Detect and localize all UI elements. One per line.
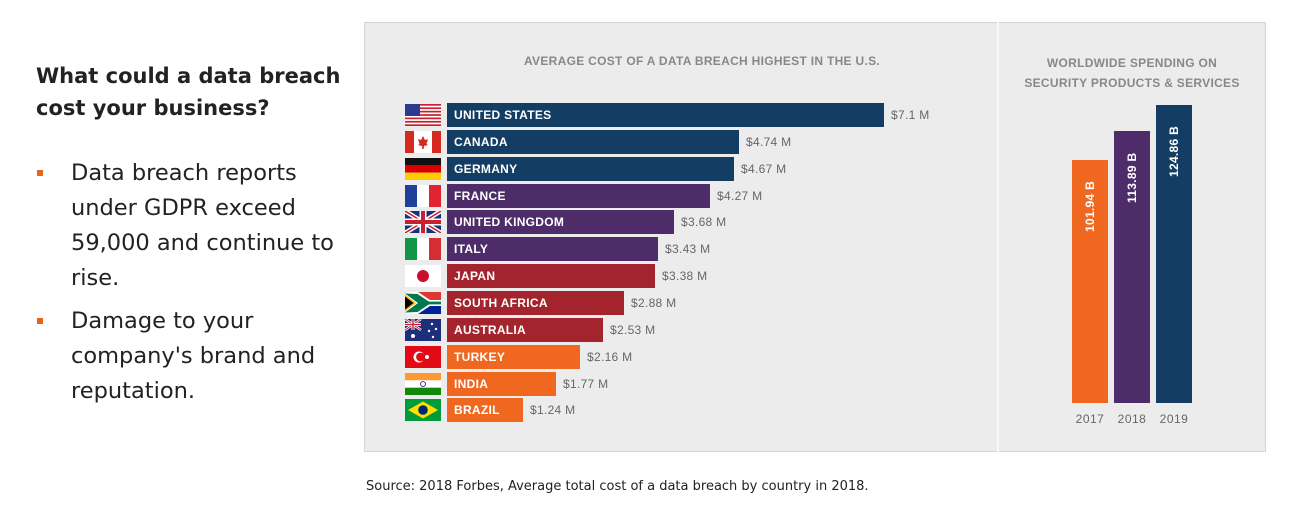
canada-flag-icon	[405, 131, 441, 153]
bullet-text: Data breach reports under GDPR exceed 59…	[71, 160, 334, 291]
breach-cost-bar	[447, 318, 603, 342]
breach-cost-bar	[447, 372, 556, 396]
country-label: CANADA	[454, 135, 508, 149]
country-label: JAPAN	[454, 269, 496, 283]
india-flag-icon	[405, 373, 441, 395]
bullet-text: Damage to your company's brand and reput…	[71, 308, 316, 404]
breach-cost-bar	[447, 210, 674, 234]
country-label: ITALY	[454, 242, 489, 256]
spending-bar	[1156, 105, 1192, 403]
uk-flag-icon	[405, 211, 441, 233]
spending-bar	[1114, 131, 1150, 403]
country-label: SOUTH AFRICA	[454, 296, 548, 310]
breach-cost-chart-title: AVERAGE COST OF A DATA BREACH HIGHEST IN…	[523, 54, 881, 68]
us-flag-icon	[405, 104, 441, 126]
breach-cost-value-label: $7.1 M	[891, 108, 930, 122]
bullet-marker-icon	[37, 318, 43, 324]
breach-cost-value-label: $2.53 M	[610, 323, 656, 337]
breach-cost-bar	[447, 103, 884, 127]
breach-cost-value-label: $3.68 M	[681, 215, 727, 229]
breach-cost-bar	[447, 345, 580, 369]
country-label: FRANCE	[454, 189, 506, 203]
source-note: Source: 2018 Forbes, Average total cost …	[366, 479, 869, 494]
breach-cost-bar	[447, 130, 739, 154]
breach-cost-value-label: $4.67 M	[741, 162, 787, 176]
slide-title: What could a data breach cost your busin…	[36, 64, 341, 120]
country-label: UNITED STATES	[454, 108, 552, 122]
germany-flag-icon	[405, 158, 441, 180]
spending-value-label: 101.94 B	[1083, 180, 1097, 232]
bullet-item: Data breach reports under GDPR exceed 59…	[36, 156, 346, 296]
breach-cost-value-label: $4.74 M	[746, 135, 792, 149]
bullet-marker-icon	[37, 170, 43, 176]
france-flag-icon	[405, 185, 441, 207]
breach-cost-value-label: $1.24 M	[530, 403, 576, 417]
breach-cost-value-label: $3.38 M	[662, 269, 708, 283]
brazil-flag-icon	[405, 399, 441, 421]
bullet-list: Data breach reports under GDPR exceed 59…	[36, 156, 346, 417]
south-africa-flag-icon	[405, 292, 441, 314]
spending-value-label: 124.86 B	[1167, 125, 1181, 177]
year-label: 2018	[1117, 412, 1147, 426]
breach-cost-value-label: $2.88 M	[631, 296, 677, 310]
year-label: 2017	[1075, 412, 1105, 426]
breach-cost-bar	[447, 264, 655, 288]
breach-cost-bar	[447, 184, 710, 208]
panel-divider	[997, 22, 999, 452]
year-label: 2019	[1159, 412, 1189, 426]
japan-flag-icon	[405, 265, 441, 287]
breach-cost-value-label: $3.43 M	[665, 242, 711, 256]
spending-bar	[1072, 160, 1108, 403]
spending-chart-title-line: SECURITY PRODUCTS & SERVICES	[1024, 76, 1240, 90]
country-label: INDIA	[454, 377, 489, 391]
country-label: AUSTRALIA	[454, 323, 527, 337]
italy-flag-icon	[405, 238, 441, 260]
country-label: TURKEY	[454, 350, 506, 364]
bullet-item: Damage to your company's brand and reput…	[36, 304, 346, 409]
country-label: GERMANY	[454, 162, 518, 176]
country-label: UNITED KINGDOM	[454, 215, 565, 229]
breach-cost-value-label: $1.77 M	[563, 377, 609, 391]
spending-chart-title: WORLDWIDE SPENDING ON SECURITY PRODUCTS …	[1010, 53, 1254, 93]
breach-cost-bar	[447, 157, 734, 181]
breach-cost-bar	[447, 398, 523, 422]
country-label: BRAZIL	[454, 403, 500, 417]
breach-cost-value-label: $2.16 M	[587, 350, 633, 364]
spending-value-label: 113.89 B	[1125, 152, 1139, 203]
turkey-flag-icon	[405, 346, 441, 368]
breach-cost-bar	[447, 291, 624, 315]
spending-chart-title-line: WORLDWIDE SPENDING ON	[1046, 56, 1218, 70]
breach-cost-value-label: $4.27 M	[717, 189, 763, 203]
australia-flag-icon	[405, 319, 441, 341]
breach-cost-bar	[447, 237, 658, 261]
